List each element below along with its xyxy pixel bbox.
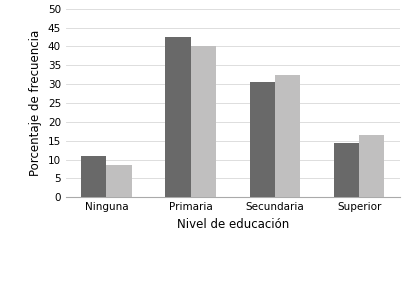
Bar [359,135,384,197]
Bar [81,156,106,197]
Bar [334,143,359,197]
Bar [165,37,191,197]
Bar [275,75,300,197]
X-axis label: Nivel de educación: Nivel de educación [177,218,289,231]
Bar [106,165,132,197]
Bar [250,82,275,197]
Y-axis label: Porcentaje de frecuencia: Porcentaje de frecuencia [29,30,42,176]
Bar [191,46,216,197]
